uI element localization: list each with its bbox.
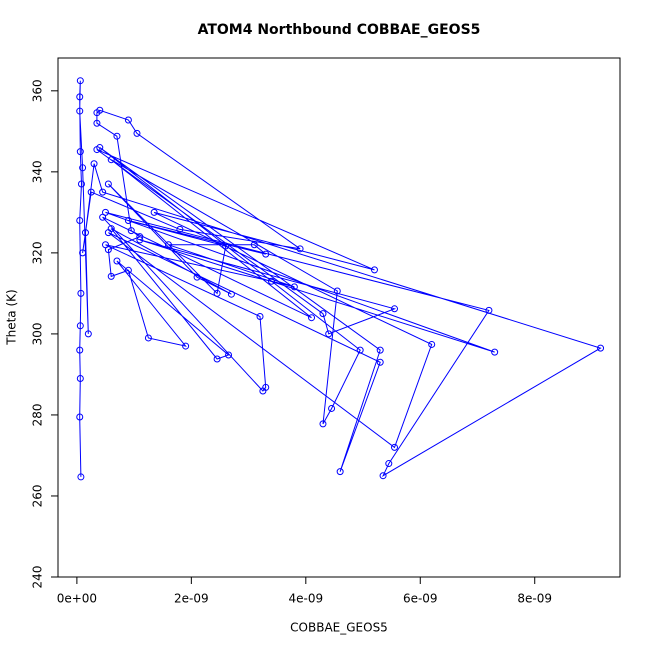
data-point [136,233,144,241]
data-point [385,460,393,468]
y-tick-label: 360 [31,79,45,102]
x-tick-label: 6e-09 [403,592,438,606]
x-tick-label: 4e-09 [288,592,323,606]
data-point [133,129,141,137]
data-point [213,355,221,363]
data-point [379,472,387,480]
data-point [333,287,341,295]
y-tick-label: 340 [31,160,45,183]
data-point [84,330,92,338]
data-point [79,249,87,257]
data-point [104,180,112,188]
data-point [262,250,270,258]
data-point [267,277,275,285]
data-point [77,473,85,481]
data-point [225,351,233,359]
data-point [491,348,499,356]
data-point [99,213,107,221]
data-point [222,242,230,250]
chart-title: ATOM4 Northbound COBBAE_GEOS5 [198,22,481,38]
plot-frame [57,57,621,578]
x-tick-label: 0e+00 [57,592,97,606]
data-point [597,344,605,352]
data-point [250,241,258,249]
data-point [176,225,184,233]
data-point [93,119,101,127]
data-point [107,225,115,233]
data-point [308,314,316,322]
data-point [356,346,364,354]
data-point [370,266,378,274]
data-point [127,227,135,235]
series-line [79,80,602,477]
data-point [99,188,107,196]
data-point [262,383,270,391]
data-point [76,322,84,330]
data-point [76,413,84,421]
data-point [87,188,95,196]
data-point [76,148,84,156]
x-tick-label: 2e-09 [174,592,209,606]
data-point [376,358,384,366]
data-point [104,246,112,254]
data-point [290,283,298,291]
data-point [164,241,172,249]
data-point [328,404,336,412]
data-point [319,310,327,318]
data-point [182,342,190,350]
data-point [428,340,436,348]
data-point [193,273,201,281]
x-tick-label: 8e-09 [517,592,552,606]
data-point [325,330,333,338]
data-point [150,208,158,216]
data-point [376,346,384,354]
data-point [213,289,221,297]
data-point [90,160,98,168]
data-point [113,257,121,265]
data-point [107,156,115,164]
y-axis-label: Theta (K) [5,289,19,345]
data-point [77,289,85,297]
data-point [391,305,399,313]
data-point [81,229,89,237]
y-tick-label: 240 [31,566,45,589]
data-point [124,116,132,124]
data-point [256,312,264,320]
y-tick-label: 320 [31,241,45,264]
data-point [319,420,327,428]
data-point [76,346,84,354]
data-point [391,443,399,451]
data-point [107,272,115,280]
data-point [96,106,104,114]
data-point [296,245,304,253]
y-tick-label: 300 [31,322,45,345]
data-point [76,216,84,224]
y-tick-label: 280 [31,403,45,426]
data-point [76,107,84,115]
y-tick-label: 260 [31,485,45,508]
data-point [136,236,144,244]
data-point [76,93,84,101]
data-point [227,290,235,298]
data-point [79,164,87,172]
data-point [77,180,85,188]
data-point [124,266,132,274]
data-point [76,374,84,382]
data-point [336,468,344,476]
data-point [485,306,493,314]
x-axis-label: COBBAE_GEOS5 [290,621,388,635]
data-point [124,216,132,224]
data-point [76,77,84,85]
data-point [113,132,121,140]
data-point [96,144,104,152]
data-point [144,334,152,342]
